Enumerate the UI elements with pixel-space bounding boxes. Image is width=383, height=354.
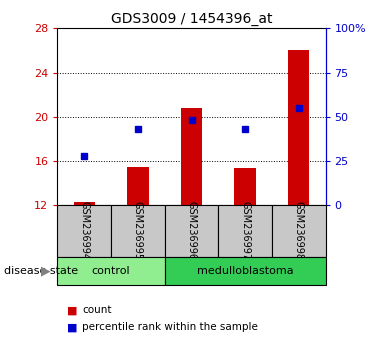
Text: GDS3009 / 1454396_at: GDS3009 / 1454396_at	[111, 12, 272, 27]
Text: control: control	[92, 266, 130, 276]
Text: ▶: ▶	[41, 265, 51, 278]
Bar	[234, 168, 256, 205]
Text: GSM236994: GSM236994	[79, 201, 89, 261]
Text: GSM236995: GSM236995	[133, 201, 143, 261]
Text: percentile rank within the sample: percentile rank within the sample	[82, 322, 258, 332]
Bar	[272, 205, 326, 257]
Text: GSM236998: GSM236998	[294, 201, 304, 261]
Text: ■: ■	[67, 306, 77, 315]
Bar	[165, 205, 218, 257]
Bar	[127, 167, 149, 205]
Text: count: count	[82, 306, 112, 315]
Bar	[74, 202, 95, 205]
Text: ■: ■	[67, 322, 77, 332]
Bar	[181, 108, 202, 205]
Text: medulloblastoma: medulloblastoma	[197, 266, 293, 276]
Bar	[288, 51, 309, 205]
Bar	[111, 205, 165, 257]
Text: GSM236997: GSM236997	[240, 201, 250, 261]
Bar	[57, 205, 111, 257]
Bar	[218, 205, 272, 257]
Bar	[165, 257, 326, 285]
Text: GSM236996: GSM236996	[187, 201, 196, 261]
Text: disease state: disease state	[4, 266, 78, 276]
Bar	[57, 257, 165, 285]
